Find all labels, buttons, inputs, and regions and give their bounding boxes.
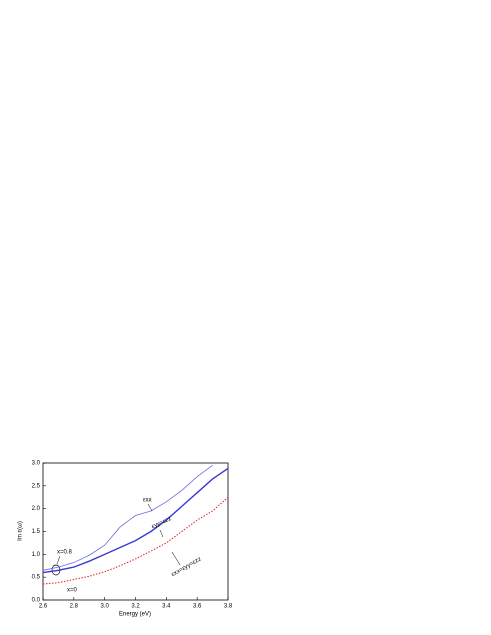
x-axis-label: Energy (eV) xyxy=(119,612,151,618)
x-tick-label: 3.0 xyxy=(100,604,109,610)
plot-frame xyxy=(42,462,229,601)
y-tick-label: 2.0 xyxy=(32,506,41,512)
pointer xyxy=(171,551,181,566)
y-tick-label: 0.5 xyxy=(32,575,41,581)
series-label: εyy=εzz xyxy=(151,516,172,530)
y-tick-label: 1.0 xyxy=(32,552,41,558)
annotation: x=0 xyxy=(67,588,78,594)
series-label: εxx=εyy=εzz xyxy=(171,556,203,578)
x-tick-label: 3.2 xyxy=(131,604,140,610)
pointer xyxy=(56,555,61,565)
series-line xyxy=(42,467,229,574)
annotation: x=0.8 xyxy=(57,550,73,556)
pointer xyxy=(159,529,164,538)
x-tick-label: 2.6 xyxy=(39,604,48,610)
y-axis-label: Im ε(ω) xyxy=(18,521,24,541)
y-tick-label: 1.5 xyxy=(32,529,41,535)
pointer xyxy=(147,503,153,512)
series-label: εxx xyxy=(143,498,152,504)
y-tick-label: 0.0 xyxy=(32,598,41,604)
x-tick-label: 3.4 xyxy=(162,604,171,610)
y-tick-label: 2.5 xyxy=(32,483,41,489)
x-tick-label: 3.6 xyxy=(193,604,202,610)
x-tick-label: 2.8 xyxy=(70,604,79,610)
y-tick-label: 3.0 xyxy=(32,461,41,467)
series-line xyxy=(42,496,229,585)
x-tick-label: 3.8 xyxy=(224,604,233,610)
series-line xyxy=(42,464,213,571)
